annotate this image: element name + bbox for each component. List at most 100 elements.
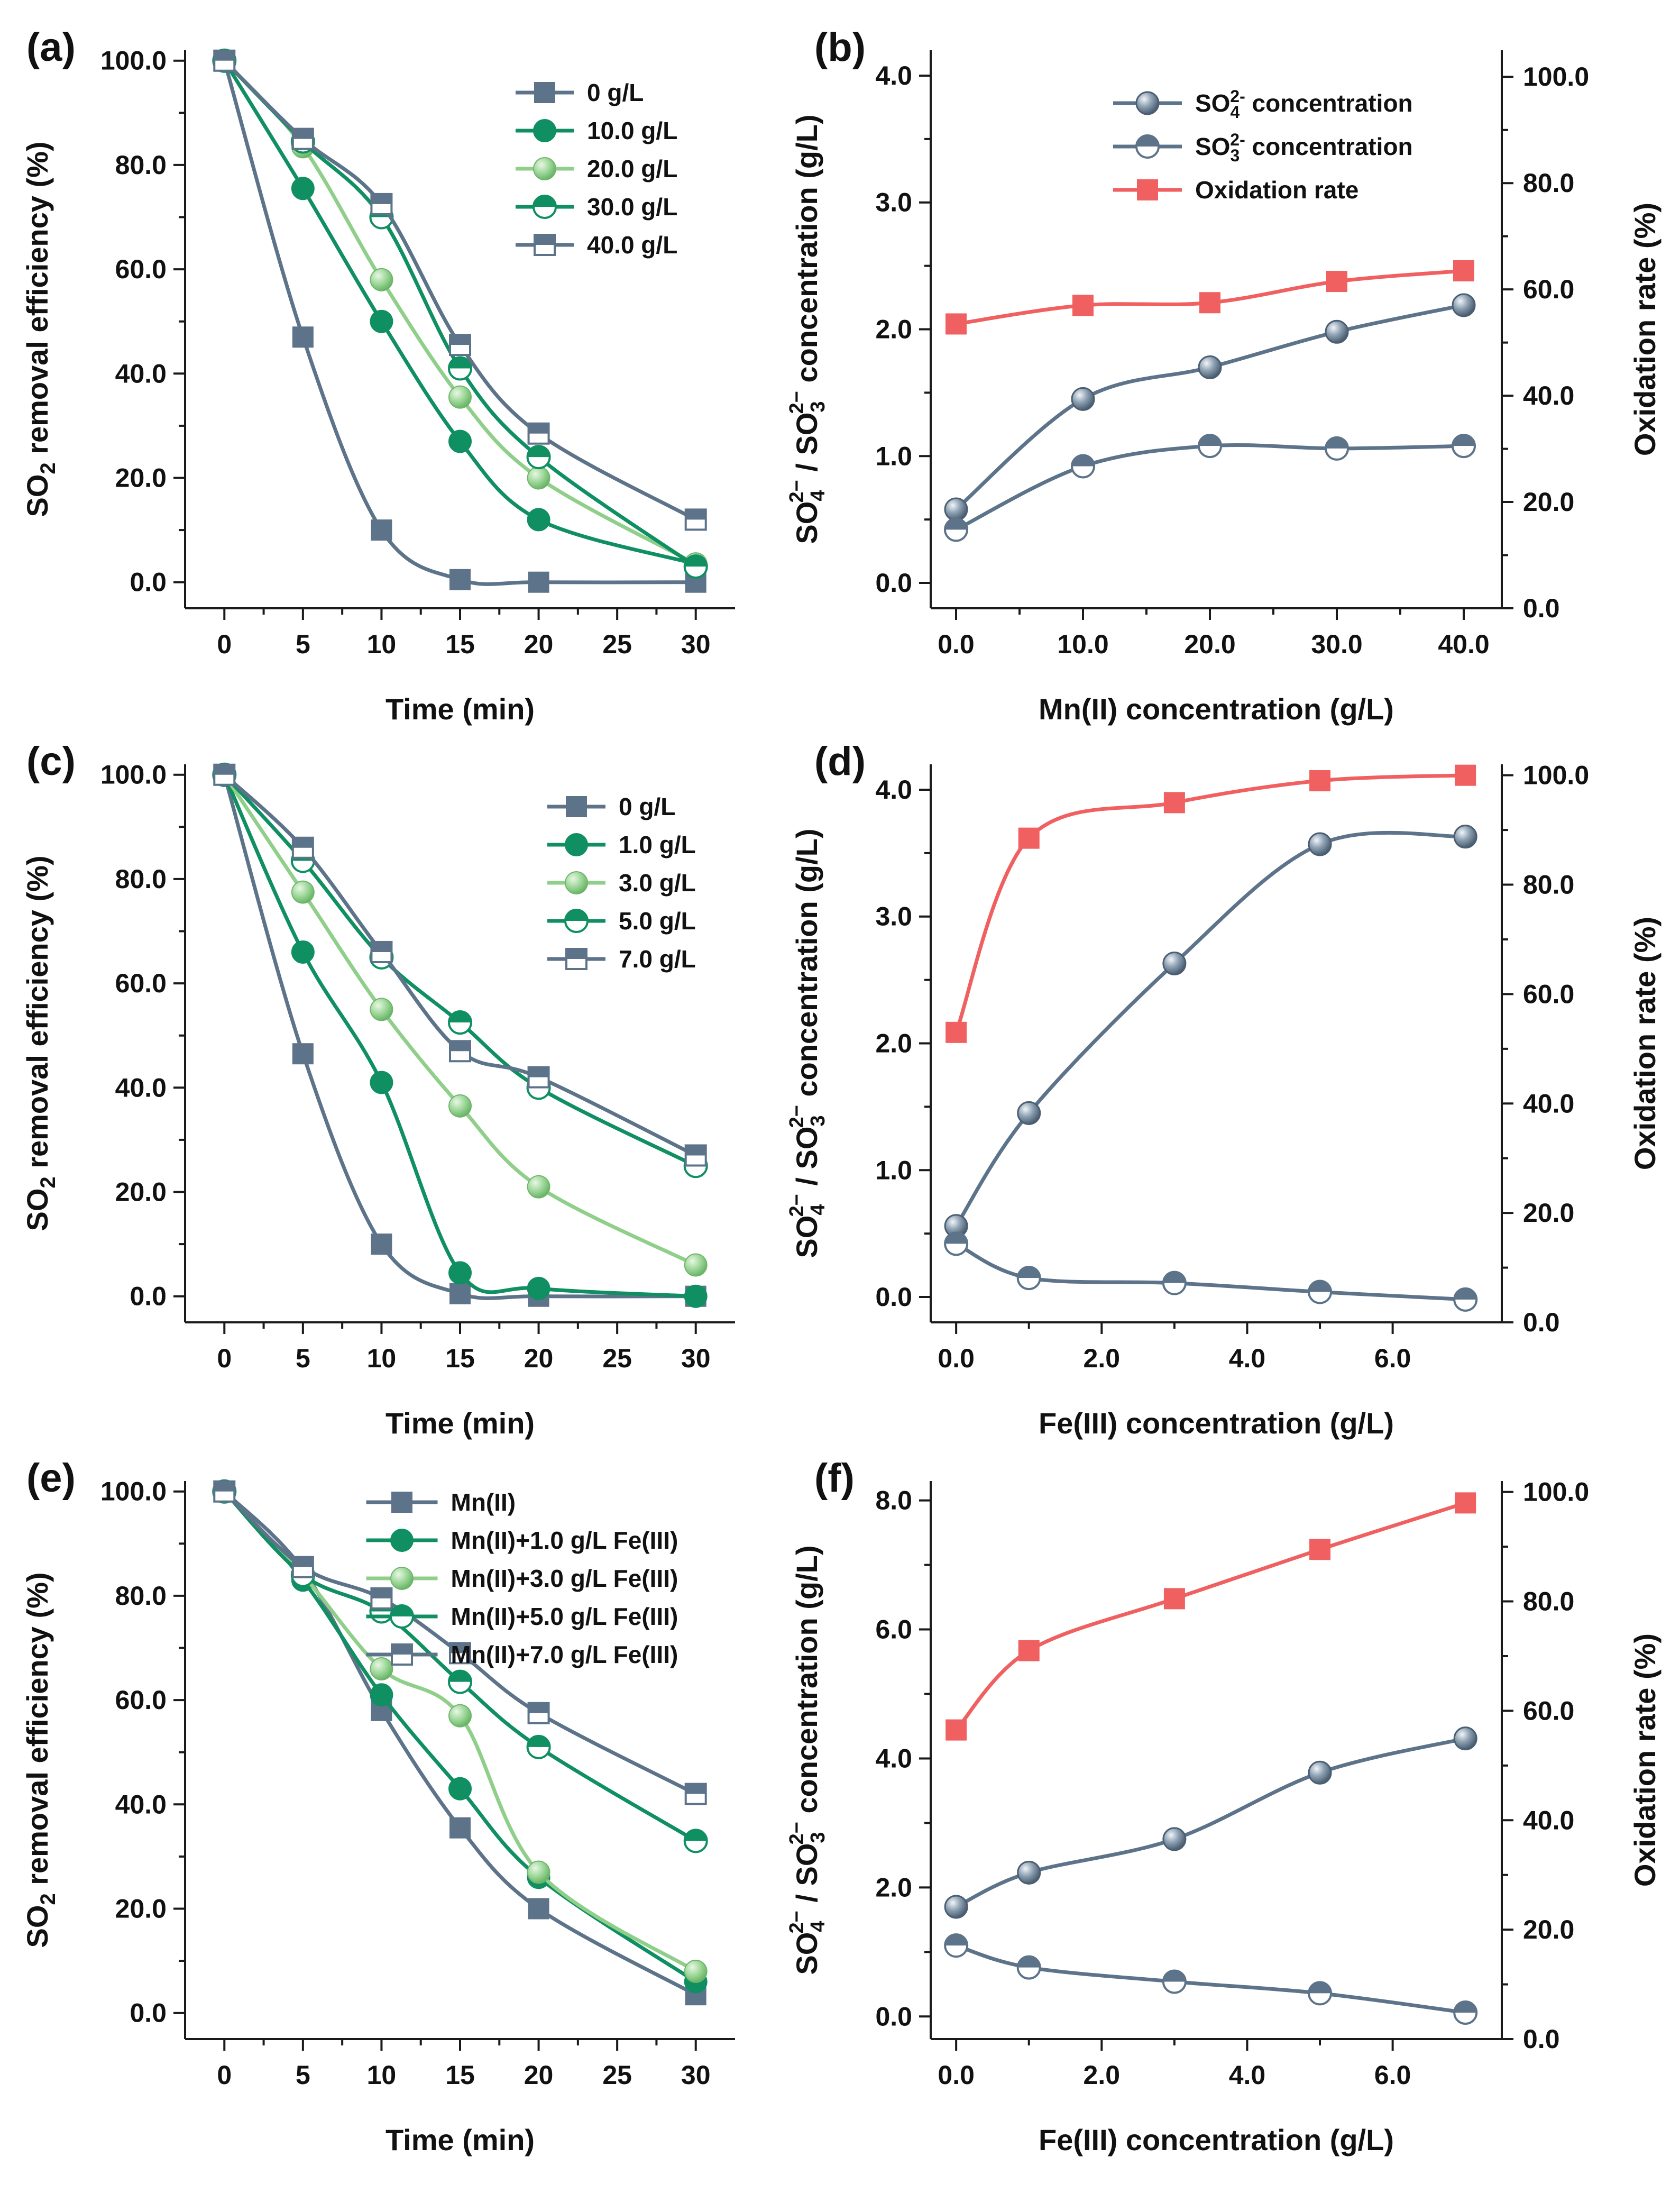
data-point-0-2 [1162,951,1187,975]
series-line-0 [954,303,1464,511]
data-point-1-0 [944,1231,969,1256]
data-point-3-3 [448,356,472,381]
y2-tick-label: 40.0 [1523,1089,1574,1118]
y-tick-label: 2.0 [875,315,912,344]
x-tick-label: 0.0 [938,629,975,659]
data-point-1-4 [527,508,550,532]
y-tick-label: 4.0 [875,1743,912,1773]
legend-label: 3.0 g/L [619,869,696,897]
y-tick-label: 40.0 [115,359,167,388]
data-point-2-1 [1072,295,1094,316]
legend-label: 40.0 g/L [587,231,677,259]
data-point-1-3 [1308,1981,1333,2006]
y-tick-label: 60.0 [115,1685,167,1715]
legend-marker [1135,91,1160,115]
legend-label: Mn(II) [451,1488,516,1516]
x-tick-label: 2.0 [1084,2060,1121,2090]
x-tick-label: 6.0 [1374,1344,1411,1373]
y-tick-label: 0.0 [875,2002,912,2031]
y-tick-label: 0.0 [130,568,167,597]
y2-tick-label: 100.0 [1523,62,1589,92]
data-point-4-2 [370,1587,393,1610]
y-tick-label: 80.0 [115,150,167,180]
panel-label: (e) [26,1456,76,1501]
y2-tick-label: 100.0 [1523,761,1589,790]
legend-marker [533,195,557,219]
x-tick-label: 25 [602,629,632,659]
legend-label: Mn(II)+3.0 g/L Fe(III) [451,1565,678,1592]
y-axis-title: SO2 removal efficiency (%) [21,855,60,1231]
y-tick-label: 60.0 [115,254,167,284]
data-point-4-4 [527,1066,550,1089]
legend-label: 0 g/L [619,793,675,820]
x-tick-label: 25 [602,2060,632,2090]
data-point-1-2 [370,1071,393,1094]
data-point-1-0 [944,517,968,542]
legend-marker [390,1529,414,1552]
y-axis-title: SO42− / SO32− concentration (g/L) [786,1545,829,1975]
y-tick-label: 100.0 [100,46,167,76]
legend-marker [565,948,587,970]
series-group [212,1479,708,2006]
data-point-1-0 [944,1933,969,1958]
legend-marker [533,157,556,180]
data-point-2-0 [945,313,967,335]
series-line-2 [954,1501,1466,1731]
legend: 0 g/L 1.0 g/L 3.0 g/L 5.0 g/L 7.0 g/L [547,793,696,973]
legend-label: 20.0 g/L [587,155,677,182]
y2-tick-label: 80.0 [1523,870,1574,900]
x-tick-label: 4.0 [1229,1344,1266,1373]
data-point-4-4 [527,1702,550,1724]
chart-panel-d: (d) 0.0 2.0 4.0 6.0 0.0 1.0 2.0 3.0 4.0 0.0 20.0 40.… [786,739,1661,1440]
legend-label: SO42- concentration [1195,87,1413,122]
x-tick-label: 10 [367,1344,397,1373]
x-tick-label: 10.0 [1057,629,1108,659]
data-point-1-2 [1162,1969,1187,1994]
legend-marker [391,1492,412,1513]
y-tick-label: 40.0 [115,1073,167,1102]
legend-label: Mn(II)+7.0 g/L Fe(III) [451,1641,678,1668]
data-point-1-1 [291,177,315,200]
x-tick-label: 25 [602,1344,632,1373]
data-point-4-5 [684,1144,707,1167]
series-line-0 [954,830,1466,1227]
y-axis-title: SO42− / SO32− concentration (g/L) [786,114,829,544]
x-tick-label: 10 [367,2060,397,2090]
data-point-2-5 [684,1253,708,1277]
data-point-3-4 [526,445,551,470]
y-axis-title: SO2 removal efficiency (%) [21,1572,60,1948]
data-point-2-3 [1309,770,1331,792]
legend-label: 1.0 g/L [619,831,696,858]
data-point-0-1 [292,326,314,348]
data-point-0-1 [1017,1860,1041,1885]
panel-label: (c) [26,739,76,784]
data-point-2-2 [370,1657,393,1680]
y2-tick-label: 20.0 [1523,1198,1574,1228]
y-tick-label: 8.0 [875,1486,912,1515]
y-tick-label: 4.0 [875,775,912,805]
data-point-2-1 [1018,827,1040,849]
series-line-1 [956,1943,1466,2015]
legend-label: Oxidation rate [1195,176,1358,204]
data-point-1-1 [1016,1266,1041,1291]
legend: Mn(II) Mn(II)+1.0 g/L Fe(III) Mn(II)+3.0 g… [366,1488,678,1668]
data-point-1-3 [1325,436,1349,461]
data-point-1-2 [1162,1271,1187,1295]
legend-marker [391,1643,413,1666]
data-point-3-3 [448,1669,472,1694]
data-point-2-4 [527,1860,550,1884]
data-point-2-2 [1199,292,1220,314]
data-point-0-3 [1325,319,1349,344]
y-tick-label: 100.0 [100,760,167,790]
data-point-2-3 [448,1704,472,1728]
data-point-0-3 [1308,832,1332,856]
data-point-0-2 [371,519,392,541]
legend: SO42- concentration SO32- concentration Ox… [1113,87,1413,204]
chart-panel-e: (e) 0 5 10 15 20 25 30 0.0 20.0 40.0 60.0 80.0 100.0 T… [21,1456,735,2157]
y-tick-label: 2.0 [875,1872,912,1902]
data-point-4-5 [684,1783,707,1805]
legend-label: 30.0 g/L [587,193,677,221]
x-axis-title: Time (min) [385,692,535,726]
data-point-2-5 [684,1959,708,1983]
data-point-0-1 [1071,387,1095,411]
